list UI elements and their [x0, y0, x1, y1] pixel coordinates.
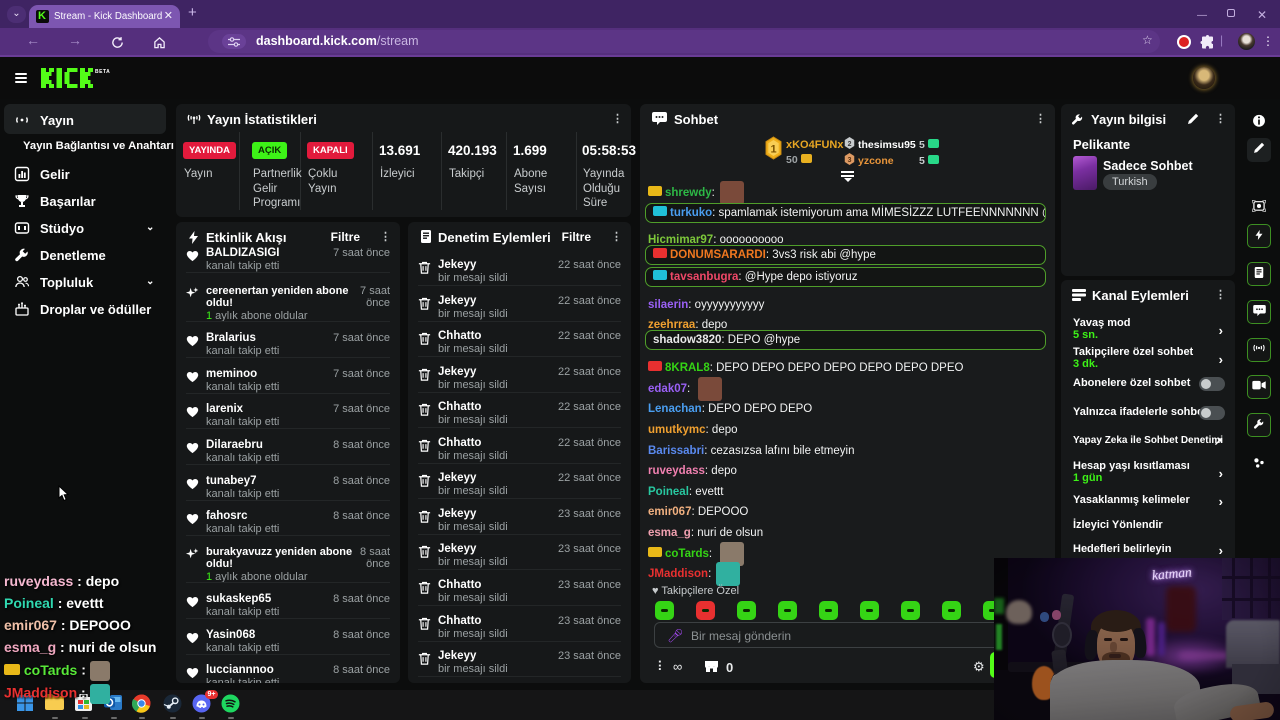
svg-text:3: 3 [848, 157, 852, 164]
svg-text:2: 2 [848, 141, 852, 148]
svg-text:1: 1 [770, 144, 776, 156]
